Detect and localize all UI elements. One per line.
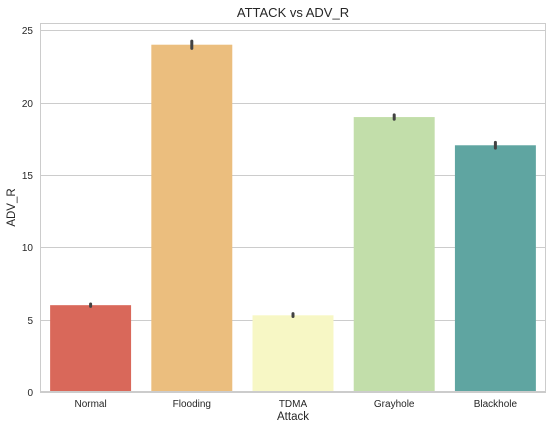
plot-frame <box>40 23 546 392</box>
y-tick-label: 0 <box>27 388 33 399</box>
y-tick-label: 5 <box>27 316 33 327</box>
y-axis-label: ADV_R <box>6 188 18 226</box>
x-axis-label: Attack <box>277 411 309 423</box>
y-axis: 0 5 10 15 20 25 <box>22 26 34 399</box>
bar-blackhole <box>454 145 536 392</box>
x-axis: Normal Flooding TDMA Grayhole Blackhole <box>74 399 517 410</box>
x-tick-label: Normal <box>74 399 106 410</box>
bar-flooding <box>151 44 233 393</box>
bars <box>50 44 536 393</box>
bar-normal <box>50 305 132 392</box>
y-tick-label: 25 <box>22 26 34 37</box>
x-tick-label: Blackhole <box>474 399 518 410</box>
y-tick-label: 20 <box>22 99 34 110</box>
x-tick-label: Grayhole <box>374 399 415 410</box>
y-tick-label: 10 <box>22 243 34 254</box>
bar-tdma <box>252 315 334 392</box>
error-bars <box>89 39 497 318</box>
x-tick-label: Flooding <box>173 399 211 410</box>
chart-title: ATTACK vs ADV_R <box>237 5 349 20</box>
y-tick-label: 15 <box>22 171 34 182</box>
bar-grayhole <box>353 117 435 392</box>
x-tick-label: TDMA <box>279 399 308 410</box>
